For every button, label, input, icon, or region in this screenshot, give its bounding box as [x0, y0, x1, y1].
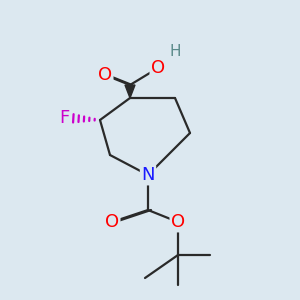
Text: N: N: [141, 166, 155, 184]
Text: O: O: [98, 66, 112, 84]
Text: O: O: [171, 213, 185, 231]
Text: O: O: [105, 213, 119, 231]
Text: H: H: [169, 44, 181, 59]
Polygon shape: [125, 85, 135, 98]
Text: F: F: [59, 109, 69, 127]
Text: O: O: [151, 59, 165, 77]
